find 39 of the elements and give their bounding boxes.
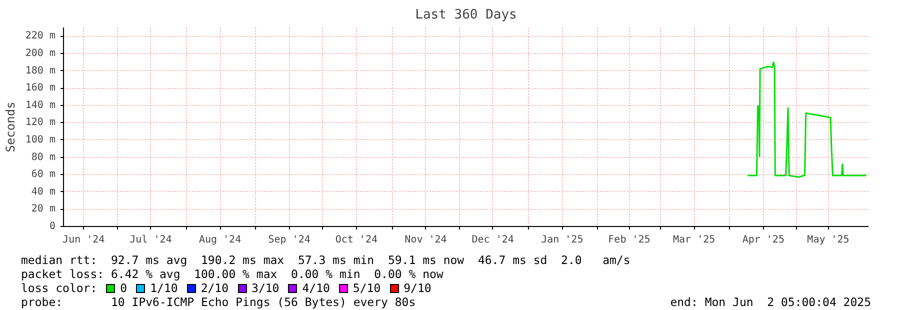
x-tick-label: Feb '25 xyxy=(608,234,650,246)
y-tick-label: 180 m xyxy=(25,65,56,76)
x-tick-label: Nov '24 xyxy=(404,234,447,246)
y-tick-label: 0 xyxy=(49,221,56,232)
text: probe: 10 IPv6-ICMP Echo Pings (56 Bytes) every 80s xyxy=(21,295,416,309)
x-tick-label: Apr '25 xyxy=(742,234,784,246)
y-tick-label: 160 m xyxy=(25,82,56,94)
x-tick-label: Sep '24 xyxy=(268,234,310,246)
x-tick-label: Jul '24 xyxy=(130,234,172,246)
legend-label: 9/10 xyxy=(404,281,432,295)
line-series xyxy=(747,61,868,178)
legend-label: 2/10 xyxy=(200,281,229,295)
x-tick-label: Jan '25 xyxy=(541,234,584,246)
legend-label: 4/10 xyxy=(302,281,330,295)
text: end: Mon Jun 2 05:00:04 2025 xyxy=(670,295,871,309)
y-tick-label: 220 m xyxy=(25,30,56,42)
y-tick-label: 140 m xyxy=(25,100,56,111)
legend-title: loss color: xyxy=(21,281,98,295)
y-tick-label: 40 m xyxy=(31,186,56,198)
x-tick-label: Oct '24 xyxy=(335,234,378,246)
x-tick-label: Mar '25 xyxy=(673,234,716,246)
legend-label: 3/10 xyxy=(252,281,280,295)
legend-label: 5/10 xyxy=(352,281,381,295)
text: median rtt: 92.7 ms avg 190.2 ms max 57.3 ms min 59.1 ms now 46.7 ms sd 2.0 am/s xyxy=(21,253,632,267)
legend-label: 1/10 xyxy=(150,281,178,295)
y-tick-label: 80 m xyxy=(31,152,56,163)
text: packet loss: 6.42 % avg 100.00 % max 0.00 % min 0.00 % now xyxy=(21,267,444,281)
x-tick-label: Aug '24 xyxy=(198,234,242,246)
x-tick-label: Jun '24 xyxy=(62,234,105,246)
x-tick-label: Dec '24 xyxy=(472,234,514,246)
y-tick-label: 100 m xyxy=(25,134,56,146)
y-tick-label: 120 m xyxy=(25,117,56,128)
y-tick-label: 20 m xyxy=(31,204,56,215)
legend-label: 0 xyxy=(120,281,128,295)
x-tick-label: May '25 xyxy=(807,234,850,246)
y-tick-label: 200 m xyxy=(25,48,56,59)
chart-title: Last 360 Days xyxy=(415,8,517,22)
y-axis-title: Seconds xyxy=(3,102,18,152)
y-tick-label: 60 m xyxy=(31,169,56,180)
